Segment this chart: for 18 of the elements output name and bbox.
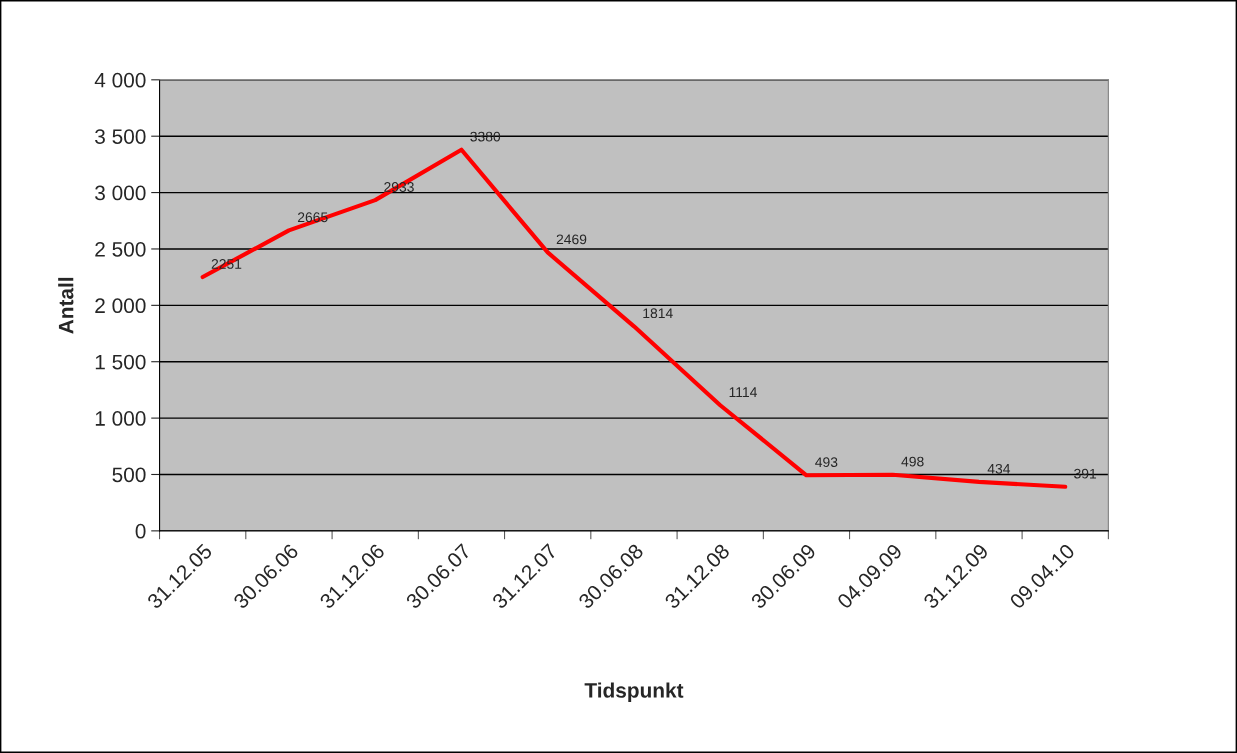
y-tick-label: 4 000	[94, 72, 146, 88]
y-tick-label: 2 500	[95, 241, 146, 257]
y-tick-label: 1 500	[95, 354, 146, 370]
y-tick-label: 500	[112, 467, 146, 483]
y-tick-label: 1 000	[95, 411, 146, 426]
y-axis-title: Antall	[58, 277, 74, 334]
data-label: 493	[815, 457, 838, 468]
line-series	[200, 147, 1068, 489]
y-tick-label: 0	[135, 523, 146, 539]
y-tick-label: 3 500	[95, 129, 146, 144]
x-axis-title: Tidspunkt	[584, 682, 684, 702]
data-label: 498	[901, 456, 924, 467]
data-label: 2469	[556, 234, 587, 245]
data-label: 1814	[643, 308, 673, 319]
data-label: 434	[987, 463, 1011, 474]
y-tick-label: 2 000	[95, 298, 146, 314]
data-label: 1114	[729, 387, 757, 397]
y-tick-label: 3 000	[95, 185, 146, 201]
